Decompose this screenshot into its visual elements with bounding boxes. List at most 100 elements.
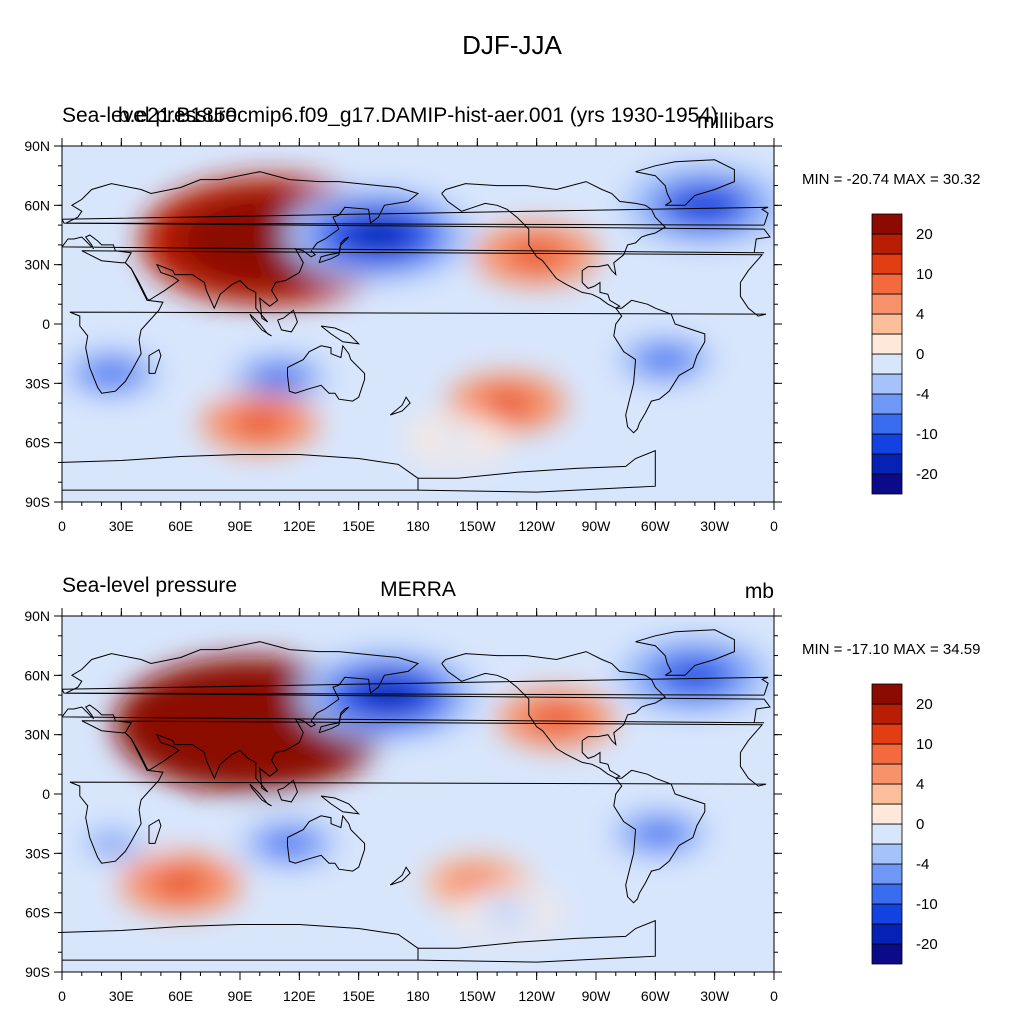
lon-tick-label: 0 (770, 988, 778, 1004)
lat-tick-label: 90N (24, 138, 50, 154)
lon-tick-label: 90W (582, 518, 612, 534)
min-max-label: MIN = -17.10 MAX = 34.59 (802, 641, 981, 658)
lon-tick-label: 30W (700, 518, 730, 534)
coastline (62, 206, 769, 226)
coastline (148, 348, 162, 374)
coastline (389, 396, 411, 416)
colorbar-label: 0 (916, 346, 924, 363)
pressure-anomaly-contour (644, 349, 686, 370)
pressure-anomaly-contour (209, 704, 291, 746)
pressure-anomaly-contour (442, 431, 473, 447)
colorbar-swatch (871, 233, 903, 255)
lon-tick-label: 120E (283, 518, 316, 534)
pressure-anomaly-contour (671, 663, 719, 688)
lat-tick-label: 30N (24, 257, 50, 273)
colorbar-label: 4 (916, 306, 924, 323)
colorbar-swatch (871, 353, 903, 375)
coastline (69, 250, 767, 394)
lon-tick-label: 0 (58, 988, 66, 1004)
colorbar-swatch (871, 803, 903, 825)
colorbar-swatch (871, 843, 903, 865)
panel-center-title: MERRA (380, 578, 456, 601)
colorbar-swatch (871, 333, 903, 355)
colorbar-swatch (871, 943, 903, 965)
colorbar-swatch (871, 863, 903, 885)
min-max-label: MIN = -20.74 MAX = 30.32 (802, 171, 981, 188)
lat-tick-label: 60S (25, 905, 50, 921)
pressure-anomaly-contour (491, 904, 523, 921)
colorbar-swatch (871, 823, 903, 845)
coastline (389, 866, 411, 886)
lon-tick-label: 150W (459, 518, 496, 534)
colorbar-swatch (871, 293, 903, 315)
lat-tick-label: 90S (25, 964, 50, 980)
colorbar-swatch (871, 413, 903, 435)
pressure-anomaly-contour (489, 394, 525, 412)
coastline (417, 449, 656, 493)
colorbar-label: -4 (916, 386, 929, 403)
colorbar-swatch (871, 723, 903, 745)
coastline (277, 779, 298, 803)
lon-tick-label: 180 (406, 988, 430, 1004)
colorbar-swatch (871, 743, 903, 765)
coastline (635, 159, 735, 206)
page-title: DJF-JJA (462, 30, 562, 60)
lat-tick-label: 60N (24, 197, 50, 213)
coastline (62, 171, 771, 323)
lon-tick-label: 120W (518, 988, 555, 1004)
lon-tick-label: 30W (700, 988, 730, 1004)
colorbar-swatch (871, 213, 903, 235)
lon-tick-label: 0 (770, 518, 778, 534)
coastline (417, 919, 656, 963)
coastline (287, 814, 366, 872)
coastline (62, 454, 419, 491)
coastline (613, 769, 706, 904)
lon-tick-label: 120W (518, 518, 555, 534)
pressure-anomaly-contour (461, 875, 494, 891)
coastline (69, 720, 767, 864)
panel-left-title: Sea-level pressure (62, 574, 238, 597)
pressure-anomaly-contour (258, 367, 301, 388)
panel-center-title: b.e21.B1850cmip6.f09_g17.DAMIP-hist-aer.… (117, 104, 719, 127)
map-plot: 90N 60N 30N 0 30S 60S 90S 0 30E 60E 90E 120E 150E 180… (24, 608, 938, 1004)
lon-tick-label: 30E (109, 518, 134, 534)
coastline (62, 641, 771, 793)
colorbar-swatch (871, 433, 903, 455)
coastline (249, 313, 272, 337)
colorbar-label: -20 (916, 936, 938, 953)
coastline (441, 651, 667, 779)
lat-tick-label: 60N (24, 667, 50, 683)
colorbar-swatch (871, 393, 903, 415)
lon-tick-label: 150E (342, 518, 375, 534)
coastline (277, 309, 298, 333)
colorbar-swatch (871, 253, 903, 275)
colorbar-swatch (871, 763, 903, 785)
lat-tick-label: 90S (25, 494, 50, 510)
lon-tick-label: 60E (168, 518, 193, 534)
coastline (249, 783, 272, 807)
lon-tick-label: 30E (109, 988, 134, 1004)
lon-tick-label: 180 (406, 518, 430, 534)
colorbar-swatch (871, 903, 903, 925)
colorbar-label: 10 (916, 266, 933, 283)
pressure-anomaly-contour (517, 245, 556, 265)
colorbar-swatch (871, 783, 903, 805)
colorbar-label: 4 (916, 776, 924, 793)
coastline (148, 818, 162, 844)
coastline (318, 236, 350, 264)
panel-units-label: millibars (696, 110, 774, 133)
lon-tick-label: 0 (58, 518, 66, 534)
lat-tick-label: 0 (42, 316, 50, 332)
lat-tick-label: 90N (24, 608, 50, 624)
coastline (613, 299, 706, 434)
colorbar-swatch (871, 313, 903, 335)
pressure-anomaly-contour (161, 873, 200, 893)
lat-tick-label: 30S (25, 845, 50, 861)
lon-tick-label: 90E (228, 518, 253, 534)
colorbar-label: -4 (916, 856, 929, 873)
lat-tick-label: 60S (25, 435, 50, 451)
lon-tick-label: 120E (283, 988, 316, 1004)
lon-tick-label: 60W (641, 988, 671, 1004)
pressure-anomaly-contour (350, 220, 407, 250)
lon-tick-label: 90W (582, 988, 612, 1004)
